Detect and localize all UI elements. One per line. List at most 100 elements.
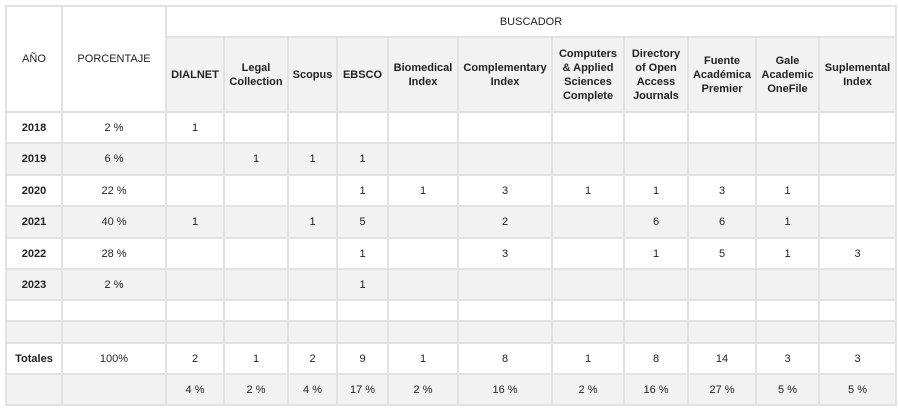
count-cell: 1 — [336, 237, 389, 270]
engine-header: Gale Academic OneFile — [755, 36, 820, 113]
total-cell: 1 — [387, 342, 459, 375]
count-cell — [818, 299, 897, 322]
totals-percent: 100% — [61, 342, 167, 375]
count-cell — [551, 142, 625, 176]
percent-header: PORCENTAJE — [61, 5, 167, 113]
table-row: 2023 2 % 1 — [5, 268, 897, 301]
total-cell: 2 — [287, 342, 338, 375]
count-cell — [818, 268, 897, 301]
percent-cell: 28 % — [61, 237, 167, 270]
total-percent-cell: 4 % — [287, 373, 338, 406]
total-percent-cell: 5 % — [818, 373, 897, 406]
count-cell: 1 — [336, 142, 389, 176]
total-percent-cell: 27 % — [687, 373, 757, 406]
count-cell — [818, 111, 897, 144]
count-cell — [165, 142, 225, 176]
total-cell: 14 — [687, 342, 757, 375]
count-cell: 1 — [755, 205, 820, 239]
count-cell — [287, 268, 338, 301]
year-cell — [5, 320, 63, 344]
count-cell: 1 — [336, 174, 389, 207]
count-cell — [687, 299, 757, 322]
count-cell — [457, 111, 553, 144]
engine-header: EBSCO — [336, 36, 389, 113]
count-cell: 3 — [687, 174, 757, 207]
total-percent-cell: 16 % — [623, 373, 689, 406]
count-cell — [387, 299, 459, 322]
year-cell: 2021 — [5, 205, 63, 239]
count-cell: 1 — [287, 205, 338, 239]
percent-cell: 2 % — [61, 268, 167, 301]
total-percent-cell: 2 % — [551, 373, 625, 406]
count-cell — [551, 299, 625, 322]
total-cell: 2 — [165, 342, 225, 375]
count-cell — [818, 205, 897, 239]
total-percent-cell: 16 % — [457, 373, 553, 406]
count-cell: 1 — [387, 174, 459, 207]
total-percent-cell: 2 % — [387, 373, 459, 406]
count-cell: 3 — [457, 174, 553, 207]
year-cell: 2023 — [5, 268, 63, 301]
count-cell — [755, 142, 820, 176]
buscador-header: BUSCADOR — [165, 5, 897, 38]
engine-header: Directory of Open Access Journals — [623, 36, 689, 113]
count-cell — [165, 268, 225, 301]
engine-header: Scopus — [287, 36, 338, 113]
count-cell — [223, 268, 289, 301]
total-percent-cell: 17 % — [336, 373, 389, 406]
count-cell — [336, 320, 389, 344]
count-cell — [623, 268, 689, 301]
count-cell: 1 — [755, 237, 820, 270]
count-cell — [287, 320, 338, 344]
table-row — [5, 320, 897, 344]
count-cell — [623, 320, 689, 344]
count-cell — [687, 142, 757, 176]
year-cell — [5, 299, 63, 322]
totals-label: Totales — [5, 342, 63, 375]
engine-header: Complementary Index — [457, 36, 553, 113]
count-cell — [623, 142, 689, 176]
count-cell: 1 — [336, 268, 389, 301]
search-engine-table: AÑO PORCENTAJE BUSCADOR DIALNET Legal Col… — [5, 5, 897, 406]
total-cell: 8 — [457, 342, 553, 375]
count-cell — [457, 299, 553, 322]
year-cell: 2018 — [5, 111, 63, 144]
count-cell: 1 — [287, 142, 338, 176]
count-cell: 6 — [623, 205, 689, 239]
count-cell — [165, 320, 225, 344]
count-cell — [623, 299, 689, 322]
total-percent-cell: 2 % — [223, 373, 289, 406]
engine-header: Suplemental Index — [818, 36, 897, 113]
year-cell: 2020 — [5, 174, 63, 207]
count-cell — [457, 268, 553, 301]
percent-cell: 22 % — [61, 174, 167, 207]
count-cell — [387, 237, 459, 270]
count-cell: 1 — [165, 205, 225, 239]
count-cell — [387, 320, 459, 344]
count-cell — [223, 237, 289, 270]
count-cell — [387, 205, 459, 239]
year-cell: 2019 — [5, 142, 63, 176]
count-cell — [687, 268, 757, 301]
count-cell — [818, 320, 897, 344]
count-cell: 5 — [336, 205, 389, 239]
count-cell — [551, 320, 625, 344]
count-cell: 1 — [223, 142, 289, 176]
totals-percent-row: 4 % 2 % 4 % 17 % 2 % 16 % 2 % 16 % 27 % 5 % 5 % — [5, 373, 897, 406]
count-cell — [687, 111, 757, 144]
table-row: 2019 6 % 1 1 1 — [5, 142, 897, 176]
table-row: 2018 2 % 1 — [5, 111, 897, 144]
count-cell — [287, 237, 338, 270]
count-cell — [223, 320, 289, 344]
total-cell: 1 — [223, 342, 289, 375]
count-cell: 3 — [818, 237, 897, 270]
count-cell: 1 — [623, 174, 689, 207]
count-cell: 5 — [687, 237, 757, 270]
engine-header: Fuente Académica Premier — [687, 36, 757, 113]
count-cell — [387, 268, 459, 301]
engine-header: Biomedical Index — [387, 36, 459, 113]
count-cell — [551, 205, 625, 239]
total-cell: 1 — [551, 342, 625, 375]
count-cell — [551, 237, 625, 270]
count-cell — [387, 111, 459, 144]
